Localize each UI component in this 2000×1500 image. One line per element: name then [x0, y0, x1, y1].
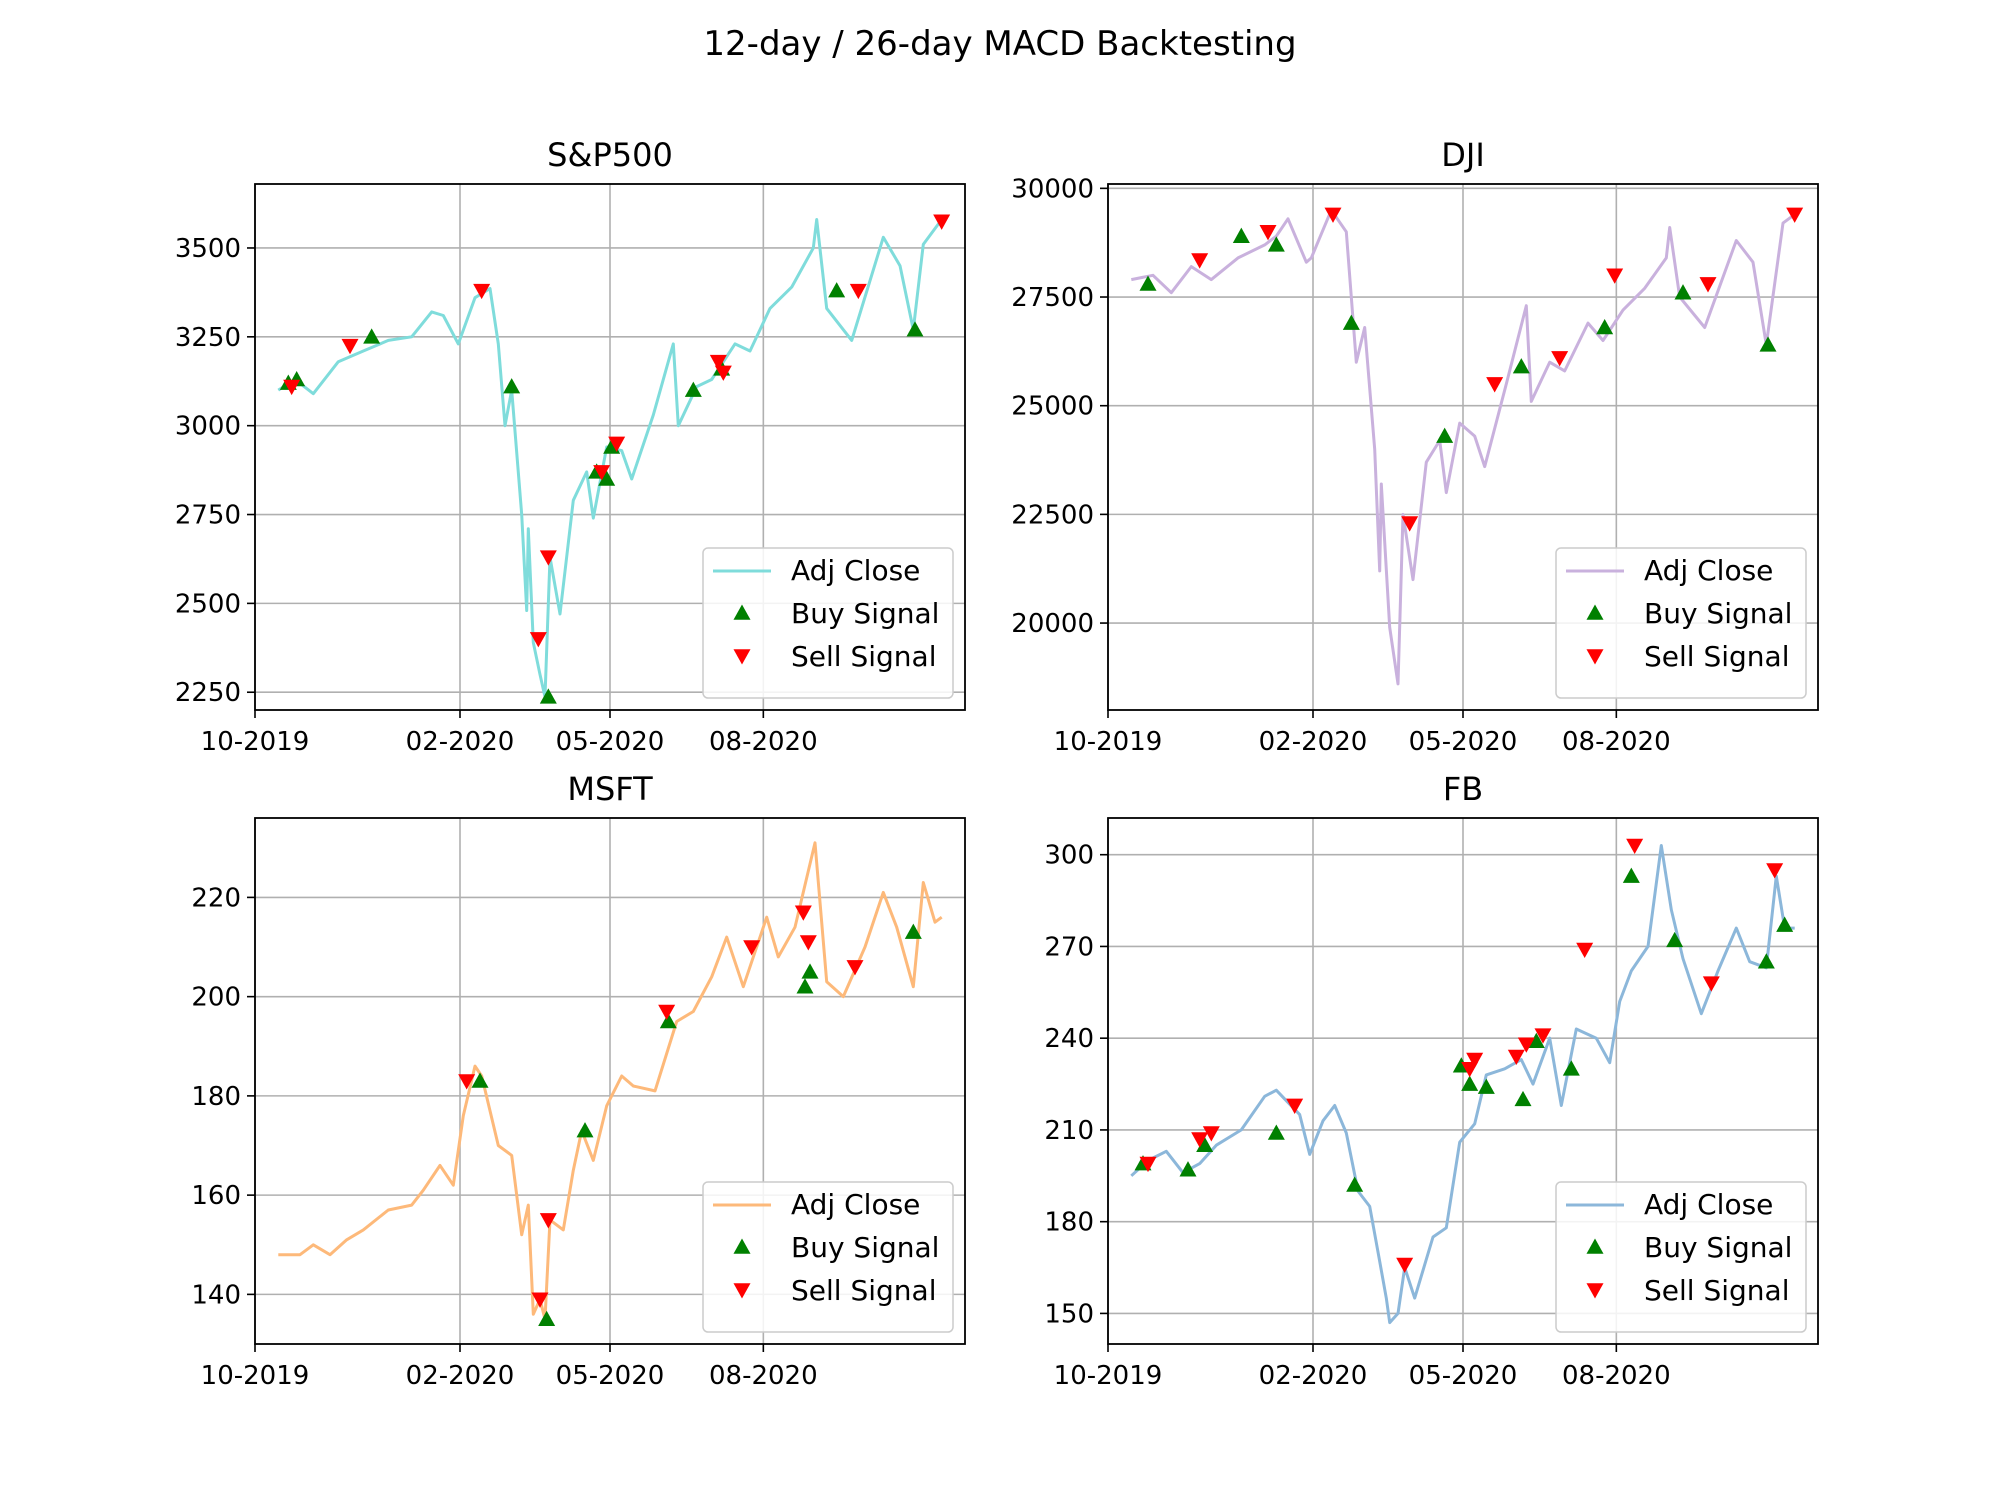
subplot-title: MSFT	[567, 770, 653, 808]
legend-label: Sell Signal	[1644, 640, 1789, 673]
x-tick-label: 02-2020	[1259, 1361, 1368, 1391]
y-tick-label: 220	[191, 883, 241, 913]
x-tick-label: 05-2020	[556, 727, 665, 757]
y-tick-label: 180	[1044, 1208, 1094, 1238]
y-tick-label: 270	[1044, 932, 1094, 962]
legend-label: Sell Signal	[791, 640, 936, 673]
y-tick-label: 22500	[1011, 500, 1094, 530]
y-tick-label: 30000	[1011, 174, 1094, 204]
legend: Adj Close Buy Signal Sell Signal	[1556, 548, 1806, 698]
x-tick-label: 10-2019	[201, 1361, 310, 1391]
x-tick-label: 08-2020	[709, 1361, 818, 1391]
legend-label: Buy Signal	[791, 1231, 939, 1264]
x-tick-label: 08-2020	[709, 727, 818, 757]
figure-title: 12-day / 26-day MACD Backtesting	[703, 24, 1296, 64]
y-tick-label: 140	[191, 1280, 241, 1310]
legend-label: Sell Signal	[791, 1274, 936, 1307]
x-tick-label: 08-2020	[1562, 727, 1671, 757]
y-tick-label: 3000	[175, 412, 241, 442]
y-tick-label: 27500	[1011, 283, 1094, 313]
legend-label: Adj Close	[1644, 1188, 1773, 1221]
y-tick-label: 3250	[175, 323, 241, 353]
y-tick-label: 25000	[1011, 392, 1094, 422]
legend-label: Adj Close	[791, 1188, 920, 1221]
x-tick-label: 10-2019	[201, 727, 310, 757]
x-tick-label: 02-2020	[406, 727, 515, 757]
legend: Adj Close Buy Signal Sell Signal	[703, 1182, 953, 1332]
y-tick-label: 2250	[175, 678, 241, 708]
legend: Adj Close Buy Signal Sell Signal	[1556, 1182, 1806, 1332]
legend-label: Sell Signal	[1644, 1274, 1789, 1307]
legend: Adj Close Buy Signal Sell Signal	[703, 548, 953, 698]
y-tick-label: 180	[191, 1082, 241, 1112]
y-tick-label: 150	[1044, 1299, 1094, 1329]
x-tick-label: 02-2020	[406, 1361, 515, 1391]
legend-label: Adj Close	[1644, 554, 1773, 587]
y-tick-label: 3500	[175, 234, 241, 264]
y-tick-label: 240	[1044, 1024, 1094, 1054]
y-tick-label: 2750	[175, 501, 241, 531]
subplot-title: DJI	[1441, 136, 1485, 174]
y-tick-label: 210	[1044, 1116, 1094, 1146]
x-tick-label: 10-2019	[1054, 727, 1163, 757]
x-tick-label: 10-2019	[1054, 1361, 1163, 1391]
y-tick-label: 20000	[1011, 609, 1094, 639]
legend-label: Buy Signal	[791, 597, 939, 630]
legend-label: Buy Signal	[1644, 597, 1792, 630]
y-tick-label: 160	[191, 1181, 241, 1211]
x-tick-label: 05-2020	[556, 1361, 665, 1391]
y-tick-label: 300	[1044, 841, 1094, 871]
x-tick-label: 05-2020	[1409, 1361, 1518, 1391]
subplot-title: FB	[1443, 770, 1483, 808]
x-tick-label: 02-2020	[1259, 727, 1368, 757]
subplot-title: S&P500	[547, 136, 673, 174]
legend-label: Buy Signal	[1644, 1231, 1792, 1264]
y-tick-label: 2500	[175, 589, 241, 619]
y-tick-label: 200	[191, 983, 241, 1013]
x-tick-label: 05-2020	[1409, 727, 1518, 757]
x-tick-label: 08-2020	[1562, 1361, 1671, 1391]
legend-label: Adj Close	[791, 554, 920, 587]
